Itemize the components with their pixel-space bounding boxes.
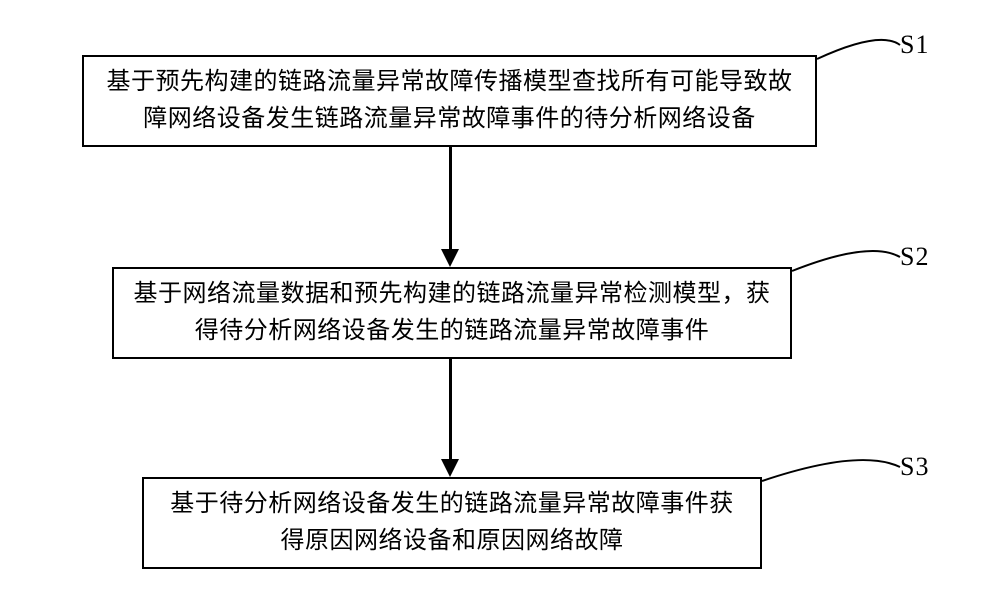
arrow-line-s1-s2 (449, 147, 452, 249)
step-label-s2: S2 (900, 242, 929, 272)
flow-node-text: 基于待分析网络设备发生的链路流量异常故障事件获得原因网络设备和原因网络故障 (162, 486, 742, 560)
step-label-s1: S1 (900, 30, 929, 60)
leader-curve-s1 (813, 26, 904, 63)
flow-node-text: 基于网络流量数据和预先构建的链路流量异常检测模型，获得待分析网络设备发生的链路流… (132, 276, 772, 350)
flow-node-s1: 基于预先构建的链路流量异常故障传播模型查找所有可能导致故障网络设备发生链路流量异… (82, 55, 817, 147)
leader-curve-s2 (788, 236, 904, 275)
flow-node-s2: 基于网络流量数据和预先构建的链路流量异常检测模型，获得待分析网络设备发生的链路流… (112, 267, 792, 359)
flowchart-canvas: 基于预先构建的链路流量异常故障传播模型查找所有可能导致故障网络设备发生链路流量异… (0, 0, 1000, 609)
arrow-line-s2-s3 (449, 359, 452, 459)
flow-node-s3: 基于待分析网络设备发生的链路流量异常故障事件获得原因网络设备和原因网络故障 (142, 477, 762, 569)
leader-curve-s3 (758, 444, 904, 485)
arrow-head-s2-s3 (441, 459, 459, 477)
arrow-head-s1-s2 (441, 249, 459, 267)
step-label-s3: S3 (900, 452, 929, 482)
flow-node-text: 基于预先构建的链路流量异常故障传播模型查找所有可能导致故障网络设备发生链路流量异… (102, 64, 797, 138)
